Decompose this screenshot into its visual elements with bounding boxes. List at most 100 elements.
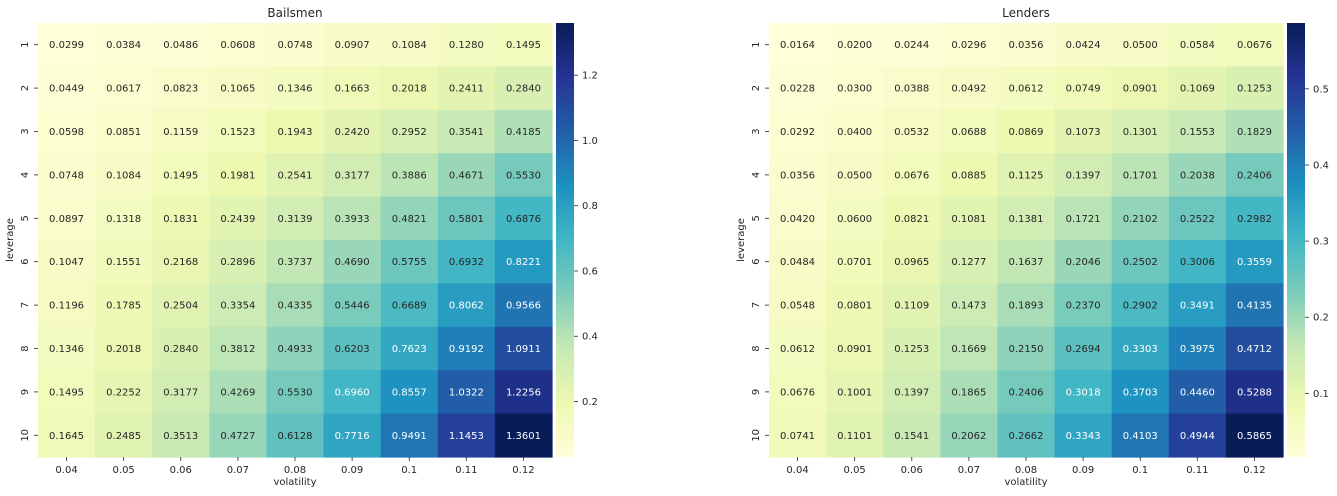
heatmap-cell[interactable] bbox=[1168, 240, 1227, 284]
heatmap-cell[interactable] bbox=[380, 109, 439, 154]
heatmap-cell[interactable] bbox=[1168, 196, 1227, 241]
heatmap-cell[interactable] bbox=[1225, 153, 1284, 198]
heatmap-cell[interactable] bbox=[437, 283, 496, 328]
heatmap-cell[interactable] bbox=[940, 196, 999, 241]
heatmap-cell[interactable] bbox=[380, 326, 439, 371]
heatmap-cell[interactable] bbox=[1054, 370, 1113, 415]
heatmap-cell[interactable] bbox=[380, 153, 439, 198]
heatmap-cell[interactable] bbox=[266, 196, 325, 241]
heatmap-cell[interactable] bbox=[940, 370, 999, 415]
heatmap-cell[interactable] bbox=[266, 240, 325, 284]
heatmap-cell[interactable] bbox=[38, 413, 96, 458]
heatmap-cell[interactable] bbox=[494, 326, 553, 371]
heatmap-cell[interactable] bbox=[769, 23, 827, 67]
heatmap-cell[interactable] bbox=[997, 109, 1056, 154]
heatmap-cell[interactable] bbox=[152, 196, 210, 241]
heatmap-cell[interactable] bbox=[883, 413, 941, 458]
heatmap-cell[interactable] bbox=[1225, 413, 1284, 458]
heatmap-cell[interactable] bbox=[323, 413, 382, 458]
heatmap-cell[interactable] bbox=[940, 66, 999, 111]
heatmap-cell[interactable] bbox=[323, 66, 382, 111]
heatmap-cell[interactable] bbox=[323, 326, 382, 371]
heatmap-cell[interactable] bbox=[1168, 23, 1227, 67]
heatmap-cell[interactable] bbox=[95, 283, 153, 328]
heatmap-cell[interactable] bbox=[1054, 326, 1113, 371]
heatmap-cell[interactable] bbox=[152, 109, 210, 154]
heatmap-cell[interactable] bbox=[380, 240, 439, 284]
heatmap-cell[interactable] bbox=[209, 283, 268, 328]
heatmap-cell[interactable] bbox=[437, 66, 496, 111]
heatmap-cell[interactable] bbox=[883, 326, 941, 371]
heatmap-cell[interactable] bbox=[95, 23, 153, 67]
heatmap-cell[interactable] bbox=[95, 66, 153, 111]
heatmap-cell[interactable] bbox=[380, 23, 439, 67]
heatmap-cell[interactable] bbox=[95, 413, 153, 458]
heatmap-cell[interactable] bbox=[769, 153, 827, 198]
heatmap-cell[interactable] bbox=[1111, 109, 1170, 154]
heatmap-cell[interactable] bbox=[1111, 370, 1170, 415]
heatmap-cell[interactable] bbox=[494, 240, 553, 284]
heatmap-cell[interactable] bbox=[1168, 109, 1227, 154]
heatmap-cell[interactable] bbox=[997, 196, 1056, 241]
heatmap-cell[interactable] bbox=[1225, 66, 1284, 111]
heatmap-cell[interactable] bbox=[266, 370, 325, 415]
heatmap-cell[interactable] bbox=[1054, 23, 1113, 67]
heatmap-cell[interactable] bbox=[883, 240, 941, 284]
heatmap-cell[interactable] bbox=[1111, 240, 1170, 284]
heatmap-cell[interactable] bbox=[883, 283, 941, 328]
heatmap-cell[interactable] bbox=[152, 413, 210, 458]
heatmap-cell[interactable] bbox=[883, 109, 941, 154]
heatmap-cell[interactable] bbox=[1225, 109, 1284, 154]
heatmap-cell[interactable] bbox=[95, 109, 153, 154]
heatmap-cell[interactable] bbox=[266, 66, 325, 111]
heatmap-cell[interactable] bbox=[1054, 240, 1113, 284]
heatmap-cell[interactable] bbox=[940, 109, 999, 154]
heatmap-cell[interactable] bbox=[38, 109, 96, 154]
heatmap-cell[interactable] bbox=[494, 413, 553, 458]
heatmap-cell[interactable] bbox=[494, 196, 553, 241]
heatmap-cell[interactable] bbox=[1054, 109, 1113, 154]
heatmap-cell[interactable] bbox=[38, 66, 96, 111]
heatmap-cell[interactable] bbox=[769, 283, 827, 328]
heatmap-cell[interactable] bbox=[1111, 283, 1170, 328]
heatmap-cell[interactable] bbox=[494, 153, 553, 198]
heatmap-cell[interactable] bbox=[152, 153, 210, 198]
heatmap-cell[interactable] bbox=[38, 196, 96, 241]
heatmap-cell[interactable] bbox=[152, 283, 210, 328]
heatmap-cell[interactable] bbox=[38, 240, 96, 284]
heatmap-cell[interactable] bbox=[209, 23, 268, 67]
heatmap-cell[interactable] bbox=[883, 153, 941, 198]
heatmap-cell[interactable] bbox=[437, 326, 496, 371]
heatmap-cell[interactable] bbox=[997, 326, 1056, 371]
heatmap-cell[interactable] bbox=[437, 413, 496, 458]
heatmap-cell[interactable] bbox=[152, 240, 210, 284]
heatmap-cell[interactable] bbox=[1168, 283, 1227, 328]
heatmap-cell[interactable] bbox=[1111, 413, 1170, 458]
heatmap-cell[interactable] bbox=[209, 240, 268, 284]
heatmap-cell[interactable] bbox=[1168, 326, 1227, 371]
heatmap-cell[interactable] bbox=[769, 66, 827, 111]
heatmap-cell[interactable] bbox=[1225, 370, 1284, 415]
heatmap-cell[interactable] bbox=[152, 370, 210, 415]
heatmap-cell[interactable] bbox=[1111, 196, 1170, 241]
heatmap-cell[interactable] bbox=[1168, 153, 1227, 198]
heatmap-cell[interactable] bbox=[1225, 196, 1284, 241]
heatmap-cell[interactable] bbox=[38, 153, 96, 198]
heatmap-cell[interactable] bbox=[826, 23, 884, 67]
heatmap-cell[interactable] bbox=[380, 283, 439, 328]
heatmap-cell[interactable] bbox=[380, 66, 439, 111]
heatmap-cell[interactable] bbox=[209, 370, 268, 415]
heatmap-cell[interactable] bbox=[209, 196, 268, 241]
heatmap-cell[interactable] bbox=[1054, 283, 1113, 328]
heatmap-cell[interactable] bbox=[940, 153, 999, 198]
heatmap-cell[interactable] bbox=[494, 370, 553, 415]
heatmap-cell[interactable] bbox=[437, 370, 496, 415]
heatmap-cell[interactable] bbox=[1054, 413, 1113, 458]
heatmap-cell[interactable] bbox=[266, 109, 325, 154]
heatmap-cell[interactable] bbox=[997, 66, 1056, 111]
heatmap-cell[interactable] bbox=[437, 23, 496, 67]
heatmap-cell[interactable] bbox=[1111, 153, 1170, 198]
heatmap-cell[interactable] bbox=[95, 153, 153, 198]
heatmap-cell[interactable] bbox=[209, 109, 268, 154]
heatmap-cell[interactable] bbox=[940, 326, 999, 371]
